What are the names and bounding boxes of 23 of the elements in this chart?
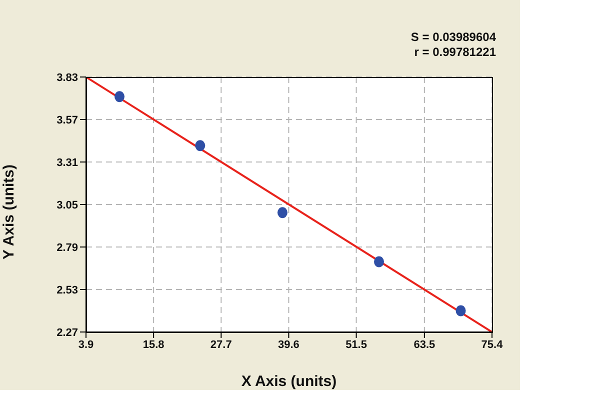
y-tick-label: 3.83 (56, 72, 78, 84)
x-tick-label: 63.5 (414, 338, 436, 351)
y-tick-label: 3.57 (56, 114, 78, 126)
x-tick-label: 51.5 (346, 338, 367, 351)
x-axis-title: X Axis (units) (241, 373, 337, 390)
point (456, 305, 466, 316)
y-tick-label: 3.31 (56, 156, 78, 169)
x-tick-label: 27.7 (210, 338, 232, 351)
y-axis-title: Y Axis (units) (0, 164, 18, 260)
x-tick-label: 39.6 (278, 338, 300, 351)
text: S = 0.03989604 (410, 30, 496, 45)
point (114, 91, 124, 102)
y-tick-label: 3.05 (56, 199, 78, 212)
y-tick-label: 2.27 (56, 326, 78, 339)
y-tick-label: 2.79 (56, 242, 78, 254)
x-tick-label: 15.8 (142, 338, 164, 351)
point (195, 140, 206, 152)
x-tick-label: 75.4 (481, 338, 504, 351)
point (374, 256, 384, 268)
x-tick-label: 3.9 (78, 338, 94, 351)
point (277, 207, 288, 218)
y-tick-label: 2.53 (56, 284, 78, 296)
text: r = 0.99781221 (413, 45, 496, 60)
